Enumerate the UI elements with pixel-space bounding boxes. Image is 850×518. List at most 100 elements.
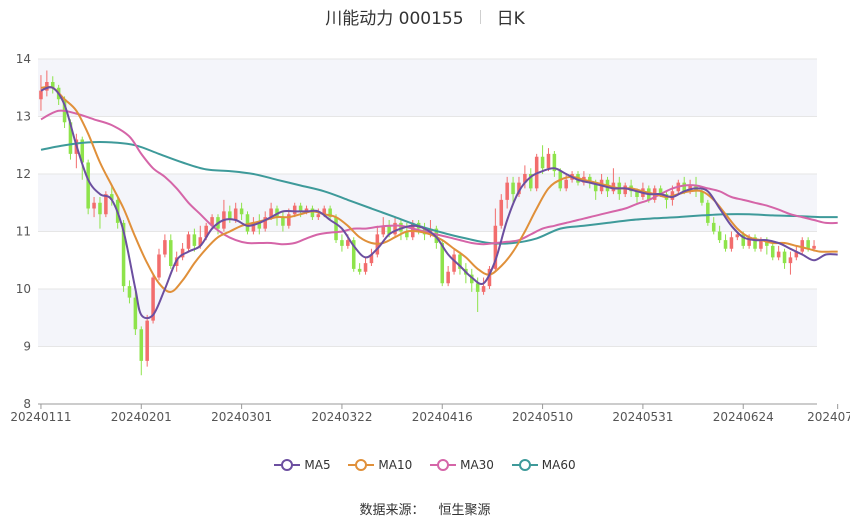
candle-body	[139, 329, 144, 361]
candle-body	[98, 202, 102, 215]
candle-body	[546, 153, 551, 169]
candle-body	[788, 257, 793, 264]
candle-body	[239, 208, 244, 215]
x-tick-label: 20240111	[10, 410, 71, 424]
candle-body	[499, 199, 504, 226]
candle-body	[92, 202, 96, 209]
candle-body	[104, 194, 108, 215]
candle-body	[298, 205, 303, 212]
candle-body	[257, 222, 262, 229]
candle-body	[86, 162, 90, 209]
candle-body	[340, 240, 344, 246]
chart-title: 川能动力 000155 日K	[0, 4, 850, 30]
candle-body	[511, 182, 515, 195]
candle-body	[469, 274, 474, 284]
candle-body	[481, 286, 486, 292]
candle-body	[812, 245, 816, 249]
candle-body	[529, 174, 533, 189]
candle-body	[440, 243, 445, 284]
candle-body	[711, 222, 716, 232]
candle-body	[776, 251, 781, 258]
candle-body	[228, 211, 232, 220]
candle-body	[700, 191, 704, 203]
candle-body	[487, 268, 492, 287]
candle-body	[210, 217, 214, 226]
ma5-line	[40, 86, 838, 320]
candle-body	[475, 283, 480, 292]
x-tick-label: 20240510	[512, 410, 573, 424]
candle-body	[723, 240, 728, 249]
candle-body	[328, 208, 332, 218]
chart-legend: MA5 MA10 MA30 MA60	[0, 458, 850, 475]
source-name: 恒生聚源	[438, 503, 491, 518]
candle-body	[133, 297, 138, 330]
candle-body	[281, 217, 285, 226]
candle-body	[157, 254, 161, 278]
x-tick-label: 20240624	[713, 410, 774, 424]
x-tick-label: 20240416	[412, 410, 473, 424]
candle-body	[351, 240, 356, 269]
candle-body	[169, 240, 173, 266]
x-tick-label: 20240322	[311, 410, 372, 424]
candle-body	[765, 240, 769, 246]
candle-body	[192, 234, 197, 246]
candle-body	[68, 122, 73, 154]
candle-body	[50, 82, 55, 88]
candle-body	[151, 277, 155, 321]
grid-band	[38, 174, 817, 232]
candle-body	[363, 263, 368, 272]
candle-body	[729, 237, 734, 249]
candle-body	[753, 237, 757, 249]
legend-ma5-label: MA5	[304, 458, 331, 472]
source-label: 数据来源：	[359, 503, 425, 518]
y-tick-label: 11	[16, 225, 31, 239]
legend-ma30-icon	[430, 458, 457, 472]
candle-body	[233, 208, 238, 220]
data-source: 数据来源： 恒生聚源	[0, 499, 850, 518]
candle-body	[369, 254, 374, 264]
candle-body	[316, 214, 321, 218]
y-tick-label: 9	[23, 340, 31, 354]
candle-body	[635, 191, 639, 197]
candle-body	[517, 182, 521, 195]
candle-body	[446, 271, 450, 284]
candle-body	[458, 254, 462, 269]
y-tick-label: 14	[16, 52, 31, 66]
candle-body	[493, 225, 498, 269]
candle-body	[121, 222, 126, 287]
candle-body	[759, 240, 763, 249]
candle-body	[310, 208, 315, 218]
candle-body	[127, 286, 132, 298]
legend-ma30-label: MA30	[460, 458, 494, 472]
legend-ma10-icon	[348, 458, 375, 472]
candle-body	[186, 234, 191, 249]
legend-item-ma5[interactable]: MA5	[274, 458, 331, 472]
ma30-line	[40, 109, 838, 246]
candle-body	[269, 208, 273, 218]
candle-body	[405, 231, 409, 238]
legend-ma60-icon	[511, 458, 538, 472]
candle-body	[452, 254, 456, 272]
period-label: 日K	[496, 9, 525, 29]
legend-item-ma10[interactable]: MA10	[348, 458, 412, 472]
candle-body	[552, 153, 557, 172]
candle-body	[304, 208, 309, 212]
y-tick-label: 8	[23, 397, 31, 411]
candle-body	[80, 139, 85, 163]
candle-body	[198, 237, 203, 246]
candle-body	[334, 217, 338, 241]
legend-item-ma30[interactable]: MA30	[430, 458, 494, 472]
chart-title-text: 川能动力 000155	[325, 9, 464, 29]
legend-item-ma60[interactable]: MA60	[511, 458, 576, 472]
ma10-line	[40, 85, 838, 293]
x-tick-label: 20240301	[211, 410, 272, 424]
candle-body	[163, 240, 167, 255]
candle-body	[263, 217, 267, 229]
candle-body	[251, 222, 256, 232]
candle-body	[540, 156, 545, 169]
candle-body	[245, 214, 250, 232]
candle-body	[346, 240, 350, 246]
candle-body	[523, 174, 527, 183]
candle-body	[770, 245, 775, 258]
